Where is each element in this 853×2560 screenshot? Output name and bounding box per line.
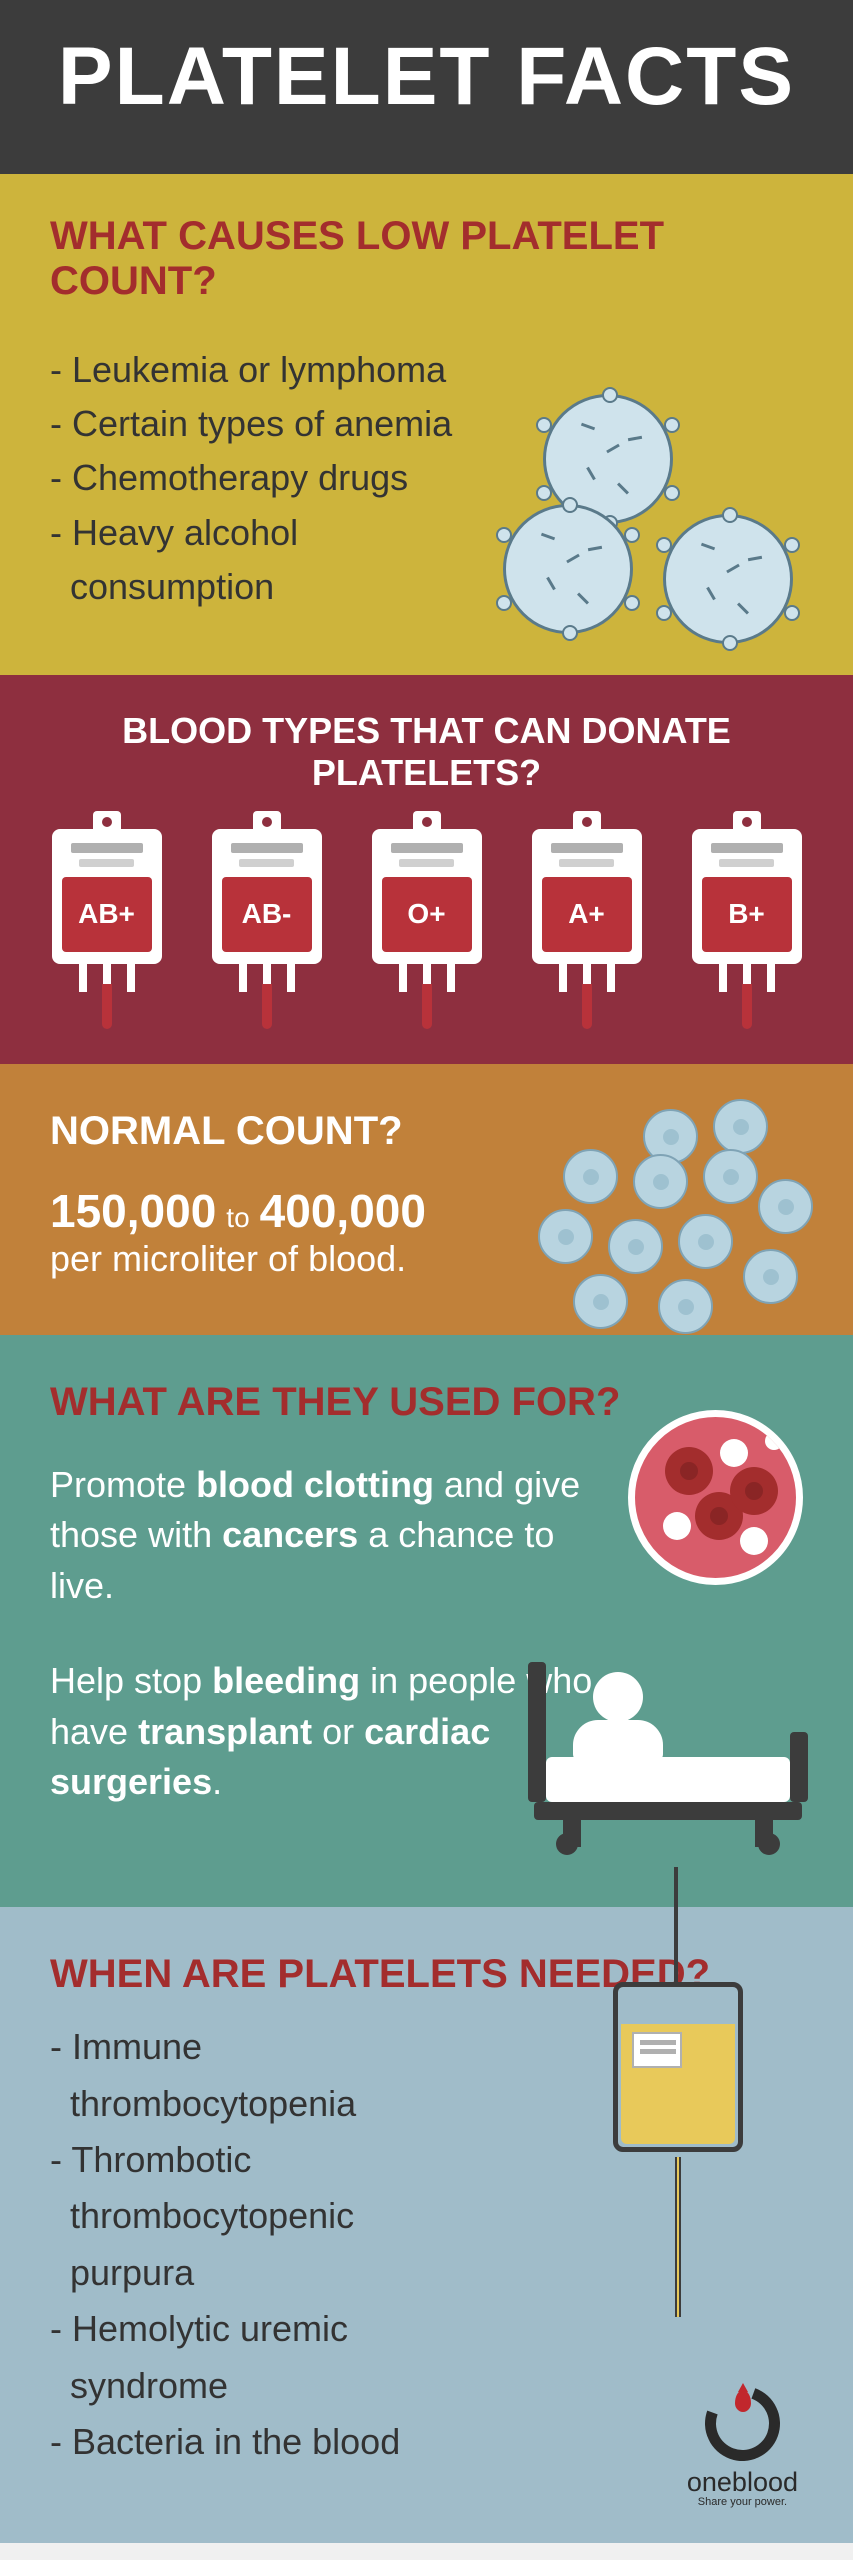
blood-type-label: AB- [242,898,292,930]
blood-type-label: B+ [728,898,765,930]
logo-name: oneblood [687,2467,798,2498]
logo-tagline: Share your power. [687,2496,798,2508]
main-title: PLATELET FACTS [40,30,813,124]
need-item: - Bacteria in the blood [50,2417,530,2467]
cause-item: consumption [50,561,550,613]
blood-type-label: O+ [407,898,445,930]
platelet-cells-icon [503,1099,813,1359]
blood-bag-icon: AB+ [42,829,172,1014]
iv-line-icon [674,1867,678,1982]
need-item: - Hemolytic uremic [50,2304,530,2354]
blood-bag-icon: AB- [202,829,332,1014]
blood-type-label: AB+ [78,898,135,930]
cause-item: - Chemotherapy drugs [50,452,550,504]
blood-bags-row: AB+ AB- O+ A+ B+ [40,829,813,1014]
when-needed-list: - Immune thrombocytopenia - Thrombotic t… [50,2022,530,2467]
need-item: syndrome [50,2361,530,2411]
use-paragraph-2: Help stop bleeding in people who have tr… [50,1656,610,1807]
hospital-bed-icon [528,1662,808,1847]
blood-types-heading: BLOOD TYPES THAT CAN DONATE PLATELETS? [40,710,813,794]
need-item: - Thrombotic [50,2135,530,2185]
cause-item: - Heavy alcohol [50,507,550,559]
need-item: purpura [50,2248,530,2298]
causes-list: - Leukemia or lymphoma - Certain types o… [50,344,550,613]
count-high: 400,000 [260,1185,426,1237]
iv-bag-icon [608,1982,748,2177]
need-item: thrombocytopenia [50,2079,530,2129]
blood-types-section: BLOOD TYPES THAT CAN DONATE PLATELETS? A… [0,675,853,1064]
count-unit: per microliter of blood. [50,1238,406,1279]
count-to: to [226,1202,249,1233]
use-paragraph-1: Promote blood clotting and give those wi… [50,1460,610,1611]
causes-section: WHAT CAUSES LOW PLATELET COUNT? - Leukem… [0,174,853,675]
need-item: - Immune [50,2022,530,2072]
header-section: PLATELET FACTS [0,0,853,174]
need-item: thrombocytopenic [50,2191,530,2241]
blood-bag-icon: O+ [362,829,492,1014]
oneblood-logo: oneblood Share your power. [687,2386,798,2508]
when-needed-section: WHEN ARE PLATELETS NEEDED? - Immune thro… [0,1907,853,2543]
blood-bag-icon: A+ [522,829,652,1014]
cause-item: - Certain types of anemia [50,398,550,450]
blood-bag-icon: B+ [682,829,812,1014]
blood-type-label: A+ [568,898,605,930]
cause-item: - Leukemia or lymphoma [50,344,550,396]
count-low: 150,000 [50,1185,216,1237]
blood-cells-disc-icon [628,1410,803,1585]
normal-count-section: NORMAL COUNT? 150,000 to 400,000 per mic… [0,1064,853,1335]
causes-heading: WHAT CAUSES LOW PLATELET COUNT? [50,214,803,304]
virus-cells-icon [503,394,813,654]
uses-section: WHAT ARE THEY USED FOR? Promote blood cl… [0,1335,853,1907]
logo-mark-icon [705,2386,780,2461]
infographic-container: PLATELET FACTS WHAT CAUSES LOW PLATELET … [0,0,853,2543]
